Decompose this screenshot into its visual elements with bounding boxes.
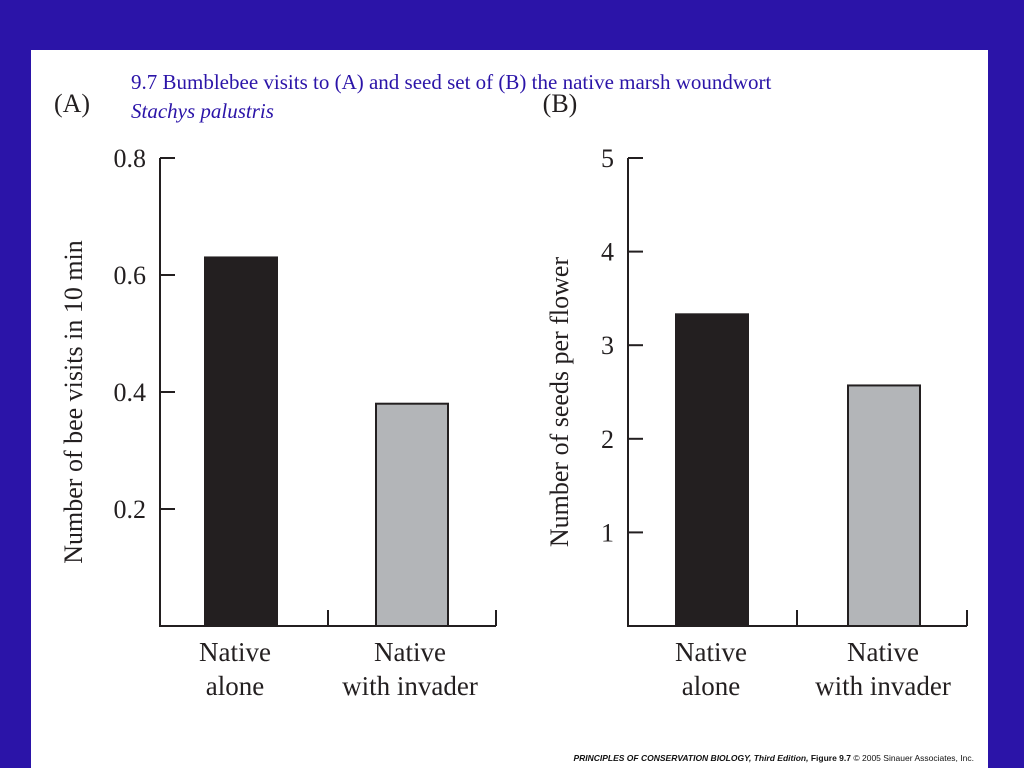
chart-b-category-label-line: Native bbox=[847, 637, 919, 667]
chart-a-category-label-line: Native bbox=[199, 637, 271, 667]
chart-a-y-tick-label: 0.2 bbox=[114, 495, 147, 524]
chart-a-y-axis-label: Number of bee visits in 10 min bbox=[59, 240, 88, 564]
chart-b-category-label: Native alone bbox=[675, 637, 747, 701]
chart-b-y-axis-label: Number of seeds per flower bbox=[545, 257, 574, 548]
chart-a-category-label: Native with invader bbox=[342, 637, 478, 701]
chart-a-category-label-line: Native bbox=[374, 637, 446, 667]
credit-copyright: © 2005 Sinauer Associates, Inc. bbox=[853, 753, 974, 763]
chart-b-y-tick-label: 2 bbox=[601, 425, 614, 454]
chart-b-y-tick-label: 3 bbox=[601, 331, 614, 360]
chart-a-category-label: Native alone bbox=[199, 637, 271, 701]
chart-a-y-tick-label: 0.4 bbox=[114, 378, 147, 407]
chart-b-y-tick-label: 4 bbox=[601, 238, 614, 267]
chart-b-y-tick-label: 5 bbox=[601, 144, 614, 173]
chart-b-category-label: Native with invader bbox=[815, 637, 951, 701]
chart-b-panel-label: (B) bbox=[543, 89, 578, 118]
chart-a-y-tick-label: 0.6 bbox=[114, 261, 147, 290]
chart-a-panel-label: (A) bbox=[54, 89, 90, 118]
slide-title: 9.7 Bumblebee visits to (A) and seed set… bbox=[131, 70, 772, 94]
chart-b-category-label-line: Native bbox=[675, 637, 747, 667]
chart-b-category-label-line: with invader bbox=[815, 671, 951, 701]
slide-title-block: 9.7 Bumblebee visits to (A) and seed set… bbox=[131, 68, 771, 126]
chart-b-bar-native-alone bbox=[675, 313, 749, 627]
chart-b-category-label-line: alone bbox=[682, 671, 740, 701]
credit-figure: Figure 9.7 bbox=[810, 753, 851, 763]
chart-a-bar-native-with-invader bbox=[375, 402, 449, 628]
chart-a-category-label-line: with invader bbox=[342, 671, 478, 701]
chart-a-y-tick-label: 0.8 bbox=[114, 144, 147, 173]
chart-a-bar-native-alone bbox=[204, 256, 278, 627]
species-name: Stachys palustris bbox=[131, 99, 274, 123]
figure-credit: PRINCIPLES OF CONSERVATION BIOLOGY, Thir… bbox=[573, 753, 974, 763]
credit-book: PRINCIPLES OF CONSERVATION BIOLOGY, Thir… bbox=[573, 753, 809, 763]
chart-b-y-tick-label: 1 bbox=[601, 518, 614, 547]
slide: 9.7 Bumblebee visits to (A) and seed set… bbox=[31, 50, 988, 768]
chart-b-bar-native-with-invader bbox=[847, 384, 921, 627]
chart-a-category-label-line: alone bbox=[206, 671, 264, 701]
